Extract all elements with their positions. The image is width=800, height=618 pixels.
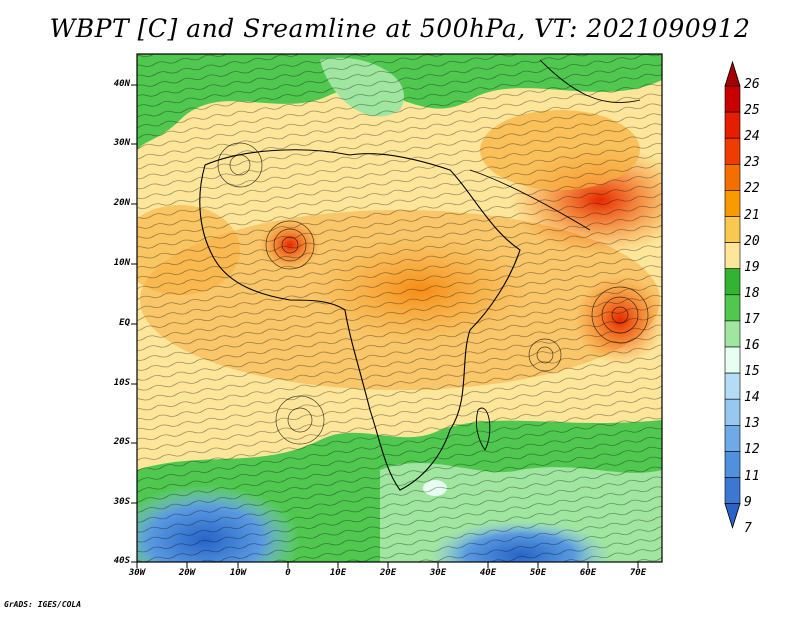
colorbar-swatch: [724, 294, 741, 322]
colorbar-label: 17: [744, 311, 760, 327]
colorbar-label: 13: [744, 416, 760, 432]
xtick-label: 20E: [379, 568, 397, 578]
colorbar-swatch: [724, 268, 741, 296]
ytick-label: 10N: [113, 258, 130, 268]
colorbar-label: 22: [744, 181, 760, 197]
xtick-label: 0: [285, 568, 291, 578]
colorbar-label: 21: [744, 207, 760, 223]
colorbar-swatch: [724, 190, 741, 217]
colorbar-label: 25: [744, 103, 760, 119]
ytick-label: 30N: [113, 138, 130, 148]
xtick-label: 10W: [229, 568, 247, 578]
ytick-label: 40N: [113, 79, 130, 89]
xtick-label: 70E: [629, 568, 647, 578]
colorbar-swatch: [724, 398, 741, 426]
xtick-label: 20W: [178, 568, 196, 578]
colorbar-label: 11: [744, 468, 760, 484]
ytick-label: 20S: [113, 437, 130, 447]
colorbar-swatch: [724, 164, 741, 191]
colorbar-top-arrow: [724, 60, 741, 87]
xtick-label: 60E: [579, 568, 597, 578]
colorbar-swatch: [724, 424, 741, 452]
colorbar-swatch: [724, 85, 741, 113]
colorbar-swatch: [724, 372, 741, 400]
credit-text: GrADS: IGES/COLA: [4, 600, 82, 609]
xtick-label: 40E: [479, 568, 497, 578]
colorbar-label: 19: [744, 259, 760, 275]
colorbar-label: 9: [744, 494, 752, 510]
africa-coastline: [199, 149, 521, 491]
ytick-label: 40S: [113, 556, 130, 566]
colorbar-swatch: [724, 216, 741, 243]
colorbar-label: 15: [744, 364, 760, 380]
axis-ticks: [131, 84, 639, 568]
colorbar-label: 26: [744, 77, 760, 92]
colorbar-swatch: [724, 320, 741, 348]
colorbar-label: 23: [744, 155, 760, 171]
colorbar-swatch: [724, 137, 741, 165]
ytick-label: EQ: [119, 318, 130, 328]
colorbar-label: 12: [744, 442, 760, 458]
colorbar-bottom-arrow: [724, 503, 741, 529]
colorbar-label: 7: [744, 520, 752, 536]
xtick-label: 10E: [329, 568, 347, 578]
colorbar-swatch: [724, 346, 741, 374]
xtick-label: 50E: [529, 568, 547, 578]
colorbar-swatch: [724, 111, 741, 139]
ytick-label: 10S: [113, 378, 130, 388]
colorbar-label: 16: [744, 338, 760, 353]
wbpt-field: [137, 54, 662, 562]
colorbar-swatch: [724, 451, 741, 478]
xtick-label: 30E: [429, 568, 447, 578]
colorbar-swatch: [724, 242, 741, 270]
colorbar-label: 24: [744, 129, 760, 145]
ytick-label: 30S: [113, 497, 130, 507]
colorbar-label: 18: [744, 285, 760, 301]
xtick-label: 30W: [128, 568, 146, 578]
chart-title: WBPT [C] and Sreamline at 500hPa, VT: 20…: [49, 14, 751, 43]
colorbar-label: 20: [744, 233, 760, 249]
colorbar-swatch: [724, 477, 741, 504]
colorbar: [724, 60, 741, 529]
ytick-label: 20N: [113, 198, 130, 208]
colorbar-label: 14: [744, 390, 760, 406]
